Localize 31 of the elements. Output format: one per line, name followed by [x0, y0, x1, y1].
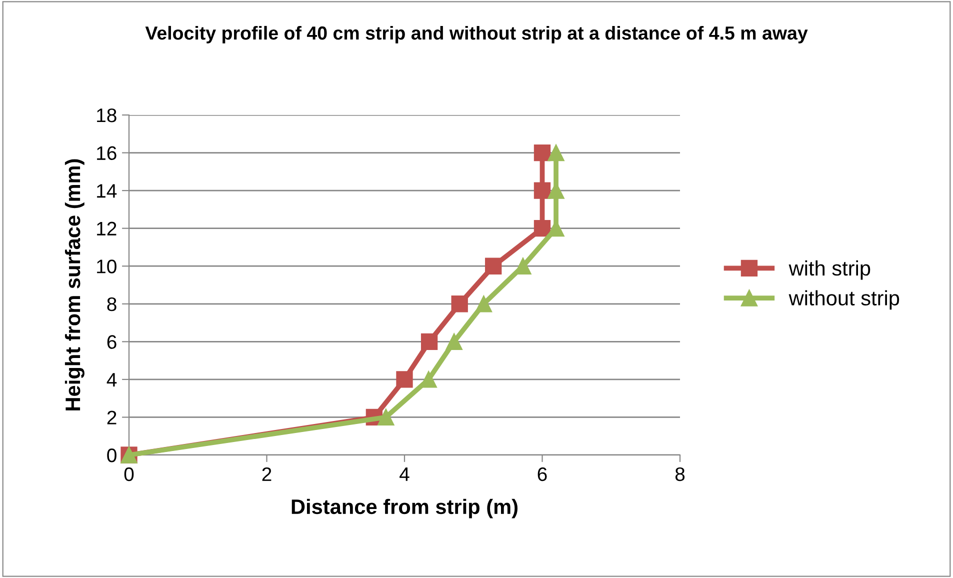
y-tick-label: 18 [97, 108, 116, 122]
y-tick-label: 8 [107, 297, 116, 312]
x-axis-title: Distance from strip (m) [292, 498, 518, 518]
point [446, 333, 462, 350]
x-tick-label: 4 [400, 468, 410, 481]
y-tick-label: 12 [97, 222, 116, 236]
legend-label: with strip [788, 260, 870, 280]
point [534, 182, 551, 199]
y-axis-title: Height from surface (mm) [64, 159, 84, 410]
y-tick-label: 16 [97, 146, 116, 160]
x-tick-label: 2 [262, 467, 272, 481]
point [534, 220, 551, 237]
y-tick-label: 6 [107, 335, 116, 349]
x-tick-label: 0 [124, 467, 134, 482]
point [534, 144, 551, 162]
y-tick-label: 4 [106, 373, 117, 386]
x-tick-label: 6 [538, 467, 547, 482]
point [451, 296, 468, 312]
point [396, 371, 413, 388]
y-tick-label: 14 [97, 184, 117, 198]
legend-label: without strip [788, 290, 900, 310]
point [378, 408, 394, 426]
y-tick-label: 0 [107, 448, 116, 462]
point [420, 333, 438, 350]
point [475, 296, 492, 312]
point [485, 258, 502, 274]
point [548, 144, 564, 162]
chart-title: Velocity profile of 40 cm strip and without strip at a distance of 4.5 m away [145, 26, 808, 44]
x-tick-label: 8 [675, 467, 685, 482]
y-tick-label: 2 [107, 410, 116, 424]
y-tick-label: 10 [97, 260, 116, 274]
